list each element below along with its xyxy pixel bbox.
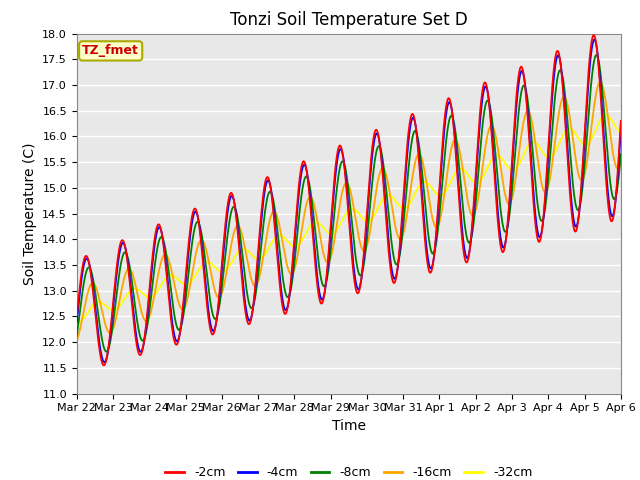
-16cm (522, 111, 529, 117)
-16cm (617, 160, 625, 166)
-2cm (569, 220, 577, 226)
-2cm (287, 281, 294, 287)
-8cm (193, 219, 201, 225)
-32cm (73, 320, 81, 326)
-4cm (100, 360, 108, 365)
-8cm (287, 288, 294, 293)
Y-axis label: Soil Temperature (C): Soil Temperature (C) (23, 143, 36, 285)
-4cm (569, 211, 577, 217)
-2cm (193, 211, 201, 217)
-8cm (569, 180, 577, 186)
-8cm (593, 52, 600, 58)
-16cm (596, 80, 604, 85)
-2cm (300, 158, 308, 164)
-4cm (591, 37, 598, 43)
-16cm (287, 271, 294, 276)
-2cm (617, 118, 625, 124)
-2cm (433, 226, 440, 232)
-32cm (522, 147, 529, 153)
-4cm (193, 212, 201, 217)
-4cm (73, 319, 81, 324)
-4cm (433, 231, 440, 237)
-2cm (100, 362, 108, 368)
Line: -16cm: -16cm (77, 83, 621, 341)
-32cm (300, 235, 307, 241)
-32cm (617, 129, 625, 135)
Legend: -2cm, -4cm, -8cm, -16cm, -32cm: -2cm, -4cm, -8cm, -16cm, -32cm (160, 461, 538, 480)
Title: Tonzi Soil Temperature Set D: Tonzi Soil Temperature Set D (230, 11, 468, 29)
-8cm (102, 349, 110, 355)
-16cm (568, 133, 576, 139)
-4cm (522, 89, 530, 95)
Line: -8cm: -8cm (77, 55, 621, 352)
-2cm (73, 313, 81, 319)
-2cm (522, 93, 530, 98)
-2cm (589, 32, 597, 38)
-8cm (300, 179, 308, 184)
Line: -4cm: -4cm (77, 40, 621, 362)
-32cm (432, 191, 440, 196)
Line: -2cm: -2cm (77, 35, 621, 365)
-8cm (73, 333, 81, 338)
-4cm (617, 127, 625, 133)
Text: TZ_fmet: TZ_fmet (82, 44, 139, 58)
-32cm (602, 112, 609, 118)
-16cm (193, 246, 201, 252)
-16cm (432, 225, 440, 230)
-32cm (287, 241, 294, 247)
-8cm (433, 239, 440, 244)
-4cm (287, 284, 294, 290)
-8cm (522, 87, 530, 93)
Line: -32cm: -32cm (77, 115, 621, 323)
-16cm (73, 338, 81, 344)
-16cm (300, 216, 307, 222)
-32cm (568, 127, 576, 133)
-8cm (617, 151, 625, 157)
-32cm (193, 270, 201, 276)
-4cm (300, 162, 308, 168)
X-axis label: Time: Time (332, 419, 366, 433)
